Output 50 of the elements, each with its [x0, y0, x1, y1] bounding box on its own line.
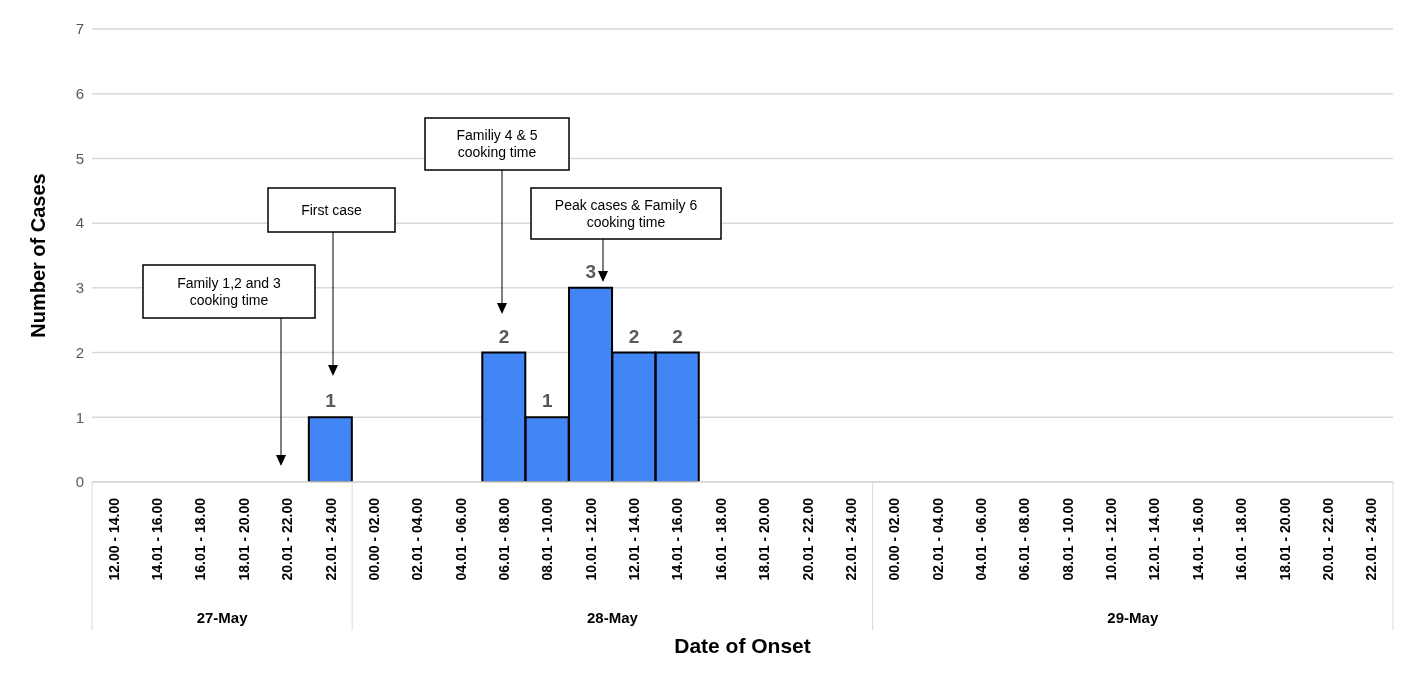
y-tick-label: 0: [75, 473, 84, 491]
text: 28-May: [586, 609, 639, 626]
x-tick-label: 14.01 - 16.00: [669, 497, 686, 581]
data-label: 1: [542, 390, 554, 412]
y-axis-title: Number of Cases: [27, 173, 50, 338]
text: 27-May: [196, 609, 249, 626]
x-tick-label: 14.01 - 16.00: [149, 497, 166, 581]
x-tick-label: 12.01 - 14.00: [1146, 497, 1163, 581]
x-tick-label: 00.00 - 02.00: [365, 497, 382, 581]
x-tick-label: 16.01 - 18.00: [192, 497, 209, 581]
x-tick-label: 14.01 - 16.00: [1189, 497, 1206, 581]
x-tick-label: 16.01 - 18.00: [712, 497, 729, 581]
x-tick-label: 16.01 - 18.00: [1233, 497, 1250, 581]
y-tick-label: 4: [75, 214, 84, 232]
x-tick-label: 12.01 - 14.00: [626, 497, 643, 581]
x-tick-label: 20.01 - 22.00: [1319, 497, 1336, 581]
x-tick-label: 18.01 - 20.00: [235, 497, 252, 581]
x-tick-label: 02.01 - 04.00: [929, 497, 946, 581]
y-tick-label: 6: [75, 85, 84, 103]
x-tick-label: 02.01 - 04.00: [409, 497, 426, 581]
data-label: 2: [628, 325, 640, 347]
bar: [307, 416, 353, 482]
x-tick-label: 10.01 - 12.00: [582, 497, 599, 581]
x-tick-label: 22.01 - 24.00: [842, 497, 859, 581]
text: 29-May: [1107, 609, 1159, 626]
x-tick-label: 22.01 - 24.00: [322, 497, 339, 581]
x-tick-label: 06.01 - 08.00: [1016, 497, 1033, 581]
x-tick-label: 10.01 - 12.00: [1103, 497, 1120, 581]
x-tick-label: 18.01 - 20.00: [1276, 497, 1293, 581]
y-tick-label: 1: [75, 408, 84, 426]
x-tick-label: 04.01 - 06.00: [973, 497, 990, 581]
x-tick-label: 06.01 - 08.00: [495, 497, 512, 581]
x-axis-title: Date of Onset: [674, 634, 811, 657]
y-tick-label: 5: [75, 149, 84, 167]
x-tick-label: 08.01 - 10.00: [539, 497, 556, 581]
x-tick-label: 20.01 - 22.00: [799, 497, 816, 581]
data-label: 2: [498, 325, 510, 347]
y-tick-label: 7: [75, 20, 84, 38]
x-tick-label: 12.00 - 14.00: [105, 497, 122, 581]
y-tick-label: 2: [75, 343, 84, 361]
x-tick-label: 18.01 - 20.00: [756, 497, 773, 581]
data-label: 3: [585, 260, 597, 282]
x-tick-label: 20.01 - 22.00: [279, 497, 296, 581]
data-label: 2: [672, 325, 683, 347]
x-tick-label: 08.01 - 10.00: [1059, 497, 1076, 581]
y-tick-label: 3: [75, 279, 84, 297]
x-tick-label: 22.01 - 24.00: [1363, 497, 1380, 581]
data-label: 1: [325, 390, 337, 412]
x-tick-label: 00.00 - 02.00: [886, 497, 903, 581]
x-tick-label: 04.01 - 06.00: [452, 497, 469, 581]
